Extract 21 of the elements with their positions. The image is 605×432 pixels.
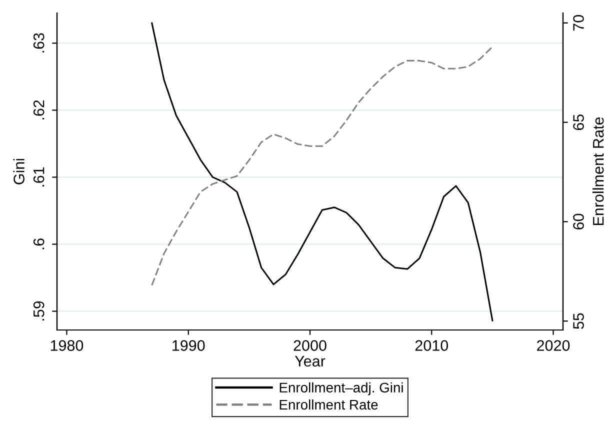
x-tick-label: 1990 [172,340,205,351]
legend-label: Enrollment Rate [280,399,378,410]
x-tick-label: 2020 [537,340,570,351]
y-axis-title: Gini [13,158,24,184]
y-tick-label: .6 [33,238,44,250]
x-tick-label: 1980 [50,340,84,351]
legend-label: Enrollment–adj. Gini [280,382,403,396]
x-axis-title: Year [294,356,326,367]
y2-tick-label: 70 [573,15,584,31]
x-tick-label: 2010 [415,340,448,351]
y2-tick-label: 60 [573,214,584,230]
y2-tick-label: 55 [573,313,584,329]
y-tick-label: .61 [33,167,44,186]
y2-tick-label: 65 [573,114,584,130]
y-tick-label: .62 [33,100,44,120]
line-series [151,46,494,286]
x-tick-label: 2000 [294,340,326,351]
line-series [151,22,494,322]
y-tick-label: .63 [33,33,44,52]
y-tick-label: .59 [33,301,44,320]
y2-axis-title: Enrollment Rate [592,117,604,226]
